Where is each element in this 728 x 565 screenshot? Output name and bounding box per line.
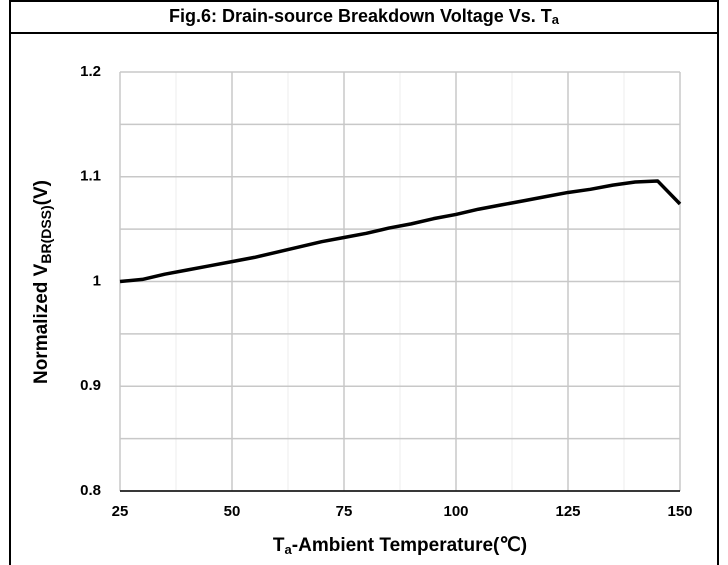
y-tick-label: 1: [93, 272, 101, 289]
y-tick-label: 0.9: [80, 377, 101, 394]
y-tick-label: 0.8: [80, 482, 101, 499]
y-tick-label: 1.2: [80, 63, 101, 80]
x-label-subscript: a: [285, 542, 293, 557]
x-axis-label: Ta-Ambient Temperature(℃): [273, 535, 527, 557]
x-label-rest: -Ambient Temperature(℃): [292, 535, 527, 556]
y-axis-label: Normalized VBR(DSS)(V): [31, 180, 54, 384]
x-tick-label: 50: [224, 503, 241, 520]
title-subscript: a: [552, 12, 560, 27]
y-tick-label: 1.1: [80, 168, 101, 185]
y-label-main: Normalized V: [31, 263, 52, 384]
y-label-rest: (V): [31, 180, 52, 205]
title-main: Fig.6: Drain-source Breakdown Voltage Vs…: [169, 6, 552, 26]
y-label-subscript: BR(DSS): [38, 205, 54, 263]
x-label-main: T: [273, 535, 285, 556]
x-tick-label: 100: [443, 503, 468, 520]
x-tick-label: 25: [112, 503, 129, 520]
x-tick-label: 75: [336, 503, 353, 520]
data-line: [119, 179, 682, 284]
x-tick-label: 125: [555, 503, 580, 520]
chart-title: Fig.6: Drain-source Breakdown Voltage Vs…: [169, 6, 560, 28]
x-tick-label: 150: [667, 503, 692, 520]
